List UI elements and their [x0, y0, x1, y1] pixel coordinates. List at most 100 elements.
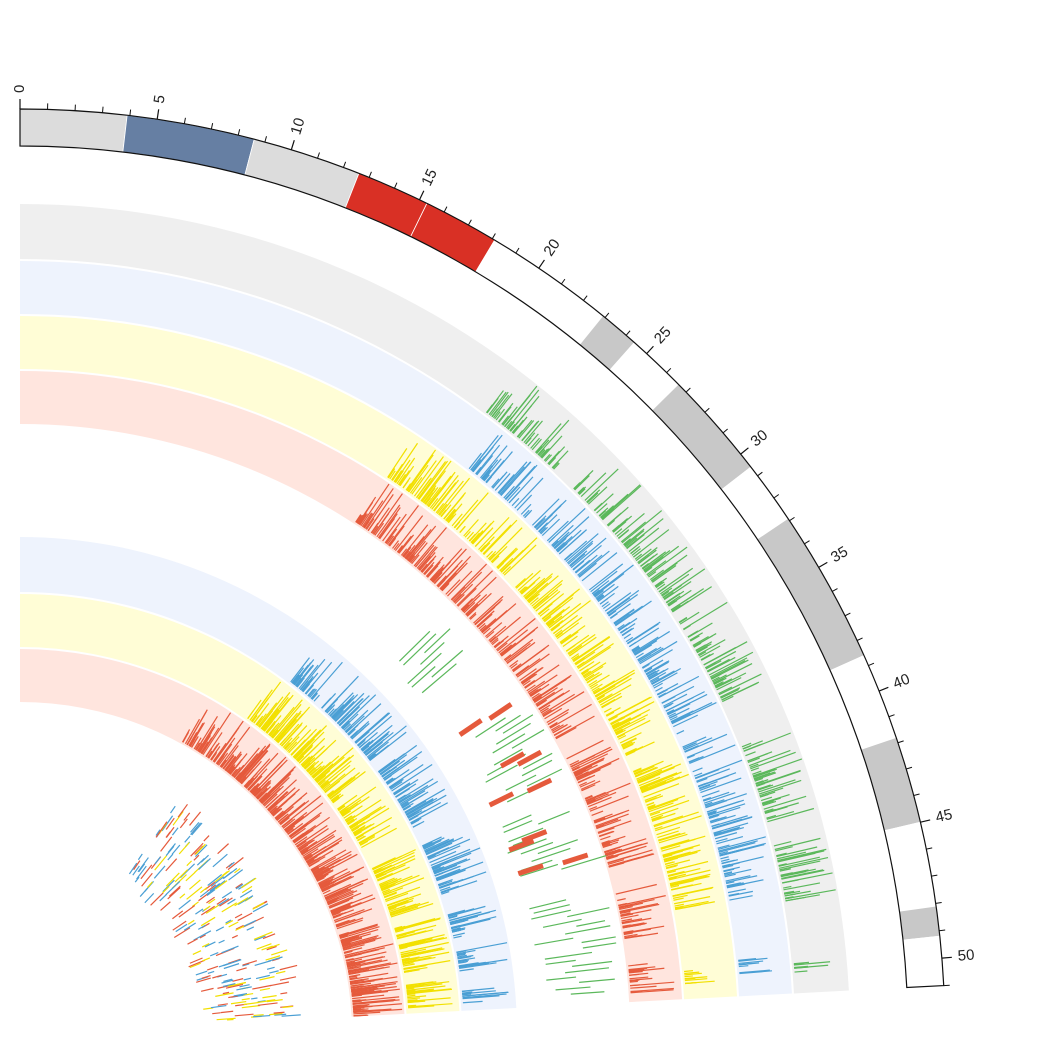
histogram-bar: [402, 802, 414, 810]
histogram-bar: [615, 730, 624, 735]
histogram-bar: [618, 734, 627, 740]
tile-mark: [195, 908, 204, 915]
histogram-bar: [480, 445, 508, 479]
histogram-bar: [352, 1003, 402, 1009]
histogram-bar: [646, 801, 655, 806]
histogram-bar: [320, 780, 329, 788]
histogram-bar: [343, 944, 365, 951]
tile-mark: [234, 1013, 254, 1017]
histogram-bar: [410, 818, 419, 824]
histogram-bar: [293, 816, 330, 843]
histogram-bar: [540, 448, 550, 459]
histogram-bar: [407, 1000, 423, 1003]
histogram-bar: [598, 693, 613, 703]
histogram-bar: [651, 816, 662, 821]
histogram-bar: [707, 803, 746, 817]
histogram-bar: [256, 787, 268, 799]
histogram-bar: [779, 868, 791, 872]
histogram-bar: [538, 692, 565, 710]
histogram-bar: [289, 824, 308, 838]
histogram-bar: [329, 692, 354, 717]
histogram-bar: [634, 553, 643, 560]
histogram-bar: [380, 760, 400, 776]
histogram-bar: [494, 635, 509, 648]
histogram-bar: [376, 504, 401, 538]
tile-mark: [237, 912, 253, 922]
histogram-bar: [608, 610, 617, 617]
link-mark: [488, 791, 515, 808]
histogram-bar: [658, 567, 694, 593]
histogram-bar: [719, 851, 733, 857]
histogram-bar: [591, 683, 603, 692]
histogram-bar: [325, 882, 364, 901]
histogram-bar: [605, 852, 616, 857]
histogram-bar: [488, 391, 507, 415]
histogram-bar: [327, 790, 335, 797]
histogram-bar: [397, 545, 403, 553]
histogram-bar: [750, 751, 796, 770]
histogram-bar: [346, 963, 361, 968]
link-mark: [567, 907, 610, 918]
histogram-bar: [392, 782, 411, 795]
histogram-bar: [700, 653, 711, 661]
histogram-bar: [410, 542, 428, 564]
histogram-bar: [540, 526, 548, 535]
histogram-bar: [305, 761, 316, 771]
tile-mark: [199, 934, 206, 939]
tile-mark: [223, 867, 238, 879]
histogram-bar: [497, 402, 514, 423]
histogram-bar: [231, 768, 238, 776]
ideogram-band: [829, 654, 897, 750]
link-mark: [488, 702, 513, 721]
histogram-bar: [684, 975, 693, 978]
histogram-bar: [589, 795, 629, 812]
histogram-bar: [723, 866, 740, 872]
histogram-bar: [303, 757, 316, 769]
histogram-bar: [360, 739, 374, 751]
histogram-bar: [423, 561, 435, 575]
histogram-bar: [307, 765, 315, 773]
histogram-bar: [695, 641, 713, 652]
histogram-bar: [440, 509, 447, 517]
histogram-bar: [607, 519, 616, 527]
tile-mark: [179, 863, 196, 879]
tile-mark: [228, 869, 244, 881]
histogram-bar: [330, 906, 346, 914]
histogram-bar: [480, 542, 491, 553]
histogram-bar: [317, 868, 348, 885]
histogram-bar: [456, 953, 466, 957]
histogram-bar: [661, 590, 670, 597]
histogram-bar: [635, 652, 644, 659]
histogram-bar: [356, 514, 363, 524]
histogram-bar: [711, 673, 722, 680]
histogram-bar: [361, 740, 374, 751]
histogram-bar: [389, 902, 421, 914]
minor-tick: [939, 929, 946, 932]
tile-mark: [154, 856, 161, 865]
histogram-bar: [441, 890, 450, 895]
histogram-bar: [498, 629, 529, 654]
histogram-bar: [469, 522, 487, 542]
histogram-bar: [543, 454, 551, 461]
histogram-bar: [716, 677, 742, 691]
histogram-bar: [447, 908, 475, 917]
minor-tick: [666, 367, 672, 373]
histogram-bar: [684, 978, 708, 982]
histogram-bar: [374, 522, 385, 536]
histogram-bar: [529, 597, 539, 605]
histogram-bar: [551, 624, 561, 632]
histogram-bar: [634, 644, 653, 656]
histogram-bar: [309, 689, 318, 698]
histogram-bar: [419, 552, 436, 571]
histogram-bar: [555, 542, 565, 551]
tile-mark: [254, 960, 271, 967]
tile-mark: [216, 897, 227, 905]
histogram-bar: [621, 917, 652, 925]
histogram-bar: [656, 826, 681, 836]
histogram-bar: [601, 508, 615, 520]
tile-mark: [225, 983, 244, 989]
histogram-bar: [319, 870, 351, 887]
histogram-bar: [519, 668, 537, 681]
minor-tick: [102, 106, 104, 113]
histogram-bar: [346, 956, 384, 966]
